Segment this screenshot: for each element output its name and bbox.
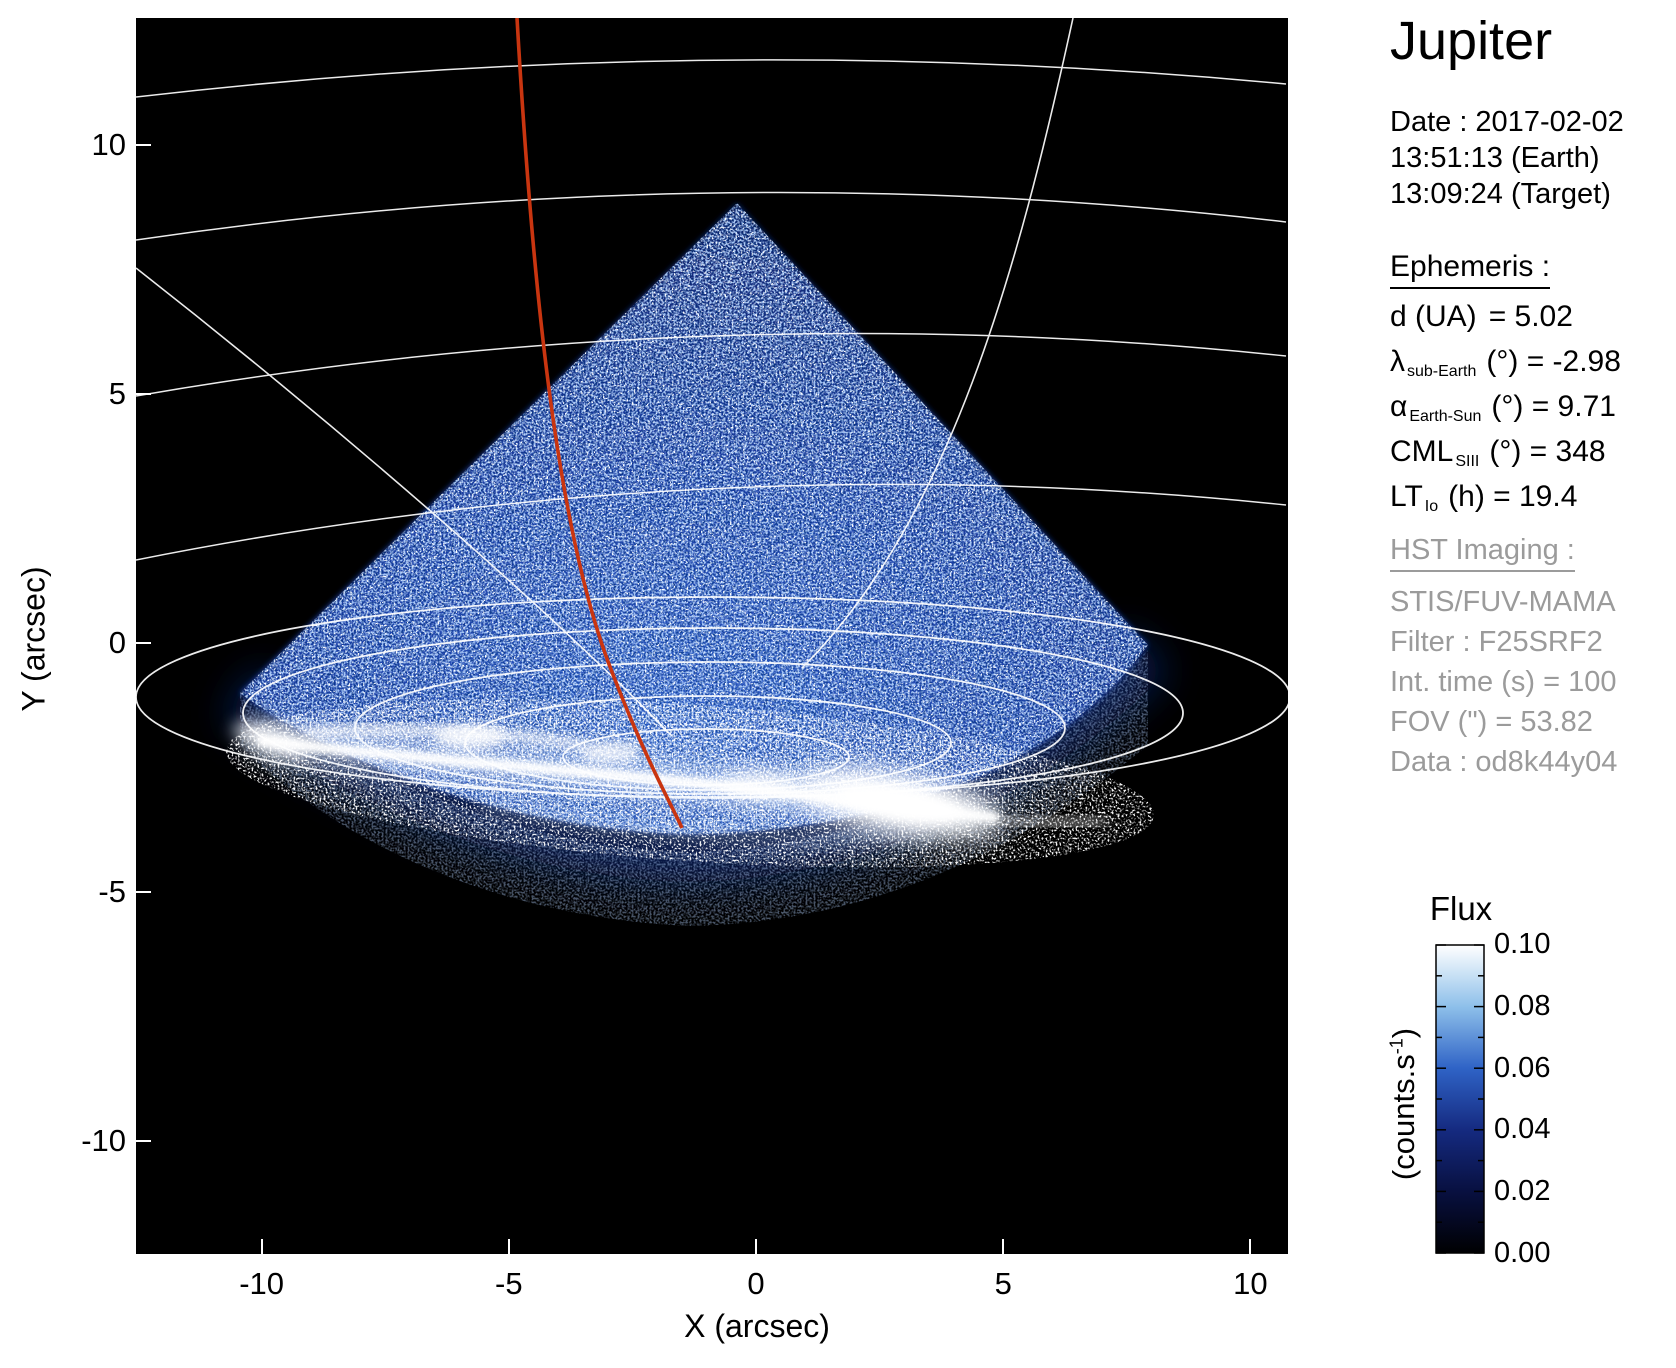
x-axis-title: X (arcsec) — [684, 1308, 830, 1344]
ephemeris-subscript: sub-Earth — [1407, 363, 1477, 380]
hst-imaging-heading: HST Imaging : — [1390, 534, 1575, 572]
ephemeris-row: α Earth-Sun (°) = 9.71 — [1390, 390, 1621, 435]
colorbar-tick-label: 0.04 — [1494, 1113, 1551, 1146]
ephemeris-subscript: Io — [1424, 498, 1439, 515]
y-tick-label: -10 — [81, 1122, 126, 1158]
ephemeris-list: d (UA) = 5.02 λ sub-Earth (°) = -2.98 α … — [1390, 300, 1621, 525]
colorbar-tick-labels: 0.10 0.08 0.06 0.04 0.02 0.00 — [1494, 914, 1624, 1284]
ephemeris-row: λ sub-Earth (°) = -2.98 — [1390, 345, 1621, 390]
ephemeris-symbol: CML — [1390, 435, 1454, 468]
ephemeris-symbol: α — [1390, 390, 1408, 423]
ephemeris-row: CML SIII (°) = 348 — [1390, 435, 1621, 480]
ephemeris-row: d (UA) = 5.02 — [1390, 300, 1621, 345]
x-tick-label: 5 — [994, 1266, 1012, 1301]
ephemeris-symbol: d (UA) — [1390, 300, 1477, 333]
colorbar-unit-label: (counts.s-1) — [1386, 1027, 1421, 1181]
ephemeris-value: (h) = 19.4 — [1448, 480, 1578, 513]
colorbar-tick-label: 0.06 — [1494, 1051, 1551, 1084]
hst-imaging-list: STIS/FUV-MAMA Filter : F25SRF2 Int. time (… — [1390, 582, 1617, 782]
x-tick-label: -10 — [239, 1266, 284, 1301]
observation-datetime: Date : 2017-02-02 13:51:13 (Earth) 13:09… — [1390, 104, 1624, 212]
x-tick-label: 0 — [747, 1266, 765, 1301]
hst-imaging-line: STIS/FUV-MAMA — [1390, 586, 1616, 618]
time-earth-line: 13:51:13 (Earth) — [1390, 142, 1600, 174]
colorbar-tick-label: 0.00 — [1494, 1236, 1551, 1269]
ephemeris-symbol: LT — [1390, 480, 1423, 513]
y-axis-title: Y (arcsec) — [15, 566, 52, 712]
hst-imaging-line: Filter : F25SRF2 — [1390, 626, 1603, 658]
y-tick-label: 10 — [91, 126, 126, 162]
colorbar-tick-label: 0.10 — [1494, 928, 1551, 961]
colorbar-title: Flux — [1429, 890, 1493, 927]
ephemeris-value: (°) = 348 — [1489, 435, 1606, 468]
time-target-line: 13:09:24 (Target) — [1390, 178, 1611, 210]
ephemeris-value: (°) = -2.98 — [1486, 345, 1621, 378]
x-tick-label: 10 — [1233, 1266, 1268, 1301]
ephemeris-subscript: SIII — [1455, 453, 1480, 470]
colorbar-gradient — [1435, 944, 1485, 1254]
ephemeris-row: LT Io (h) = 19.4 — [1390, 480, 1621, 525]
x-axis-tick-labels: -10 -5 0 5 10 — [138, 1266, 1374, 1306]
x-tick-label: -5 — [495, 1266, 523, 1301]
hst-imaging-line: Data : od8k44y04 — [1390, 746, 1618, 778]
y-tick-label: 0 — [108, 624, 126, 660]
date-line: Date : 2017-02-02 — [1390, 106, 1624, 138]
y-tick-label: 5 — [108, 375, 126, 411]
ephemeris-symbol: λ — [1390, 345, 1405, 378]
colorbar — [1435, 944, 1485, 1254]
y-tick-label: -5 — [98, 873, 126, 909]
hst-imaging-line: FOV (") = 53.82 — [1390, 706, 1593, 738]
ephemeris-subscript: Earth-Sun — [1409, 408, 1482, 425]
ephemeris-value: (°) = 9.71 — [1491, 390, 1616, 423]
y-axis-tick-labels: 10 5 0 -5 -10 — [16, 20, 126, 1265]
hst-imaging-line: Int. time (s) = 100 — [1390, 666, 1617, 698]
red-track — [515, 18, 684, 829]
ephemeris-heading: Ephemeris : — [1390, 250, 1551, 289]
ephemeris-value: = 5.02 — [1488, 300, 1573, 333]
axis-tick-marks — [136, 144, 1251, 1254]
colorbar-tick-label: 0.02 — [1494, 1175, 1551, 1208]
colorbar-tick-marks — [1436, 944, 1484, 1254]
colorbar-tick-label: 0.08 — [1494, 990, 1551, 1022]
page-title: Jupiter — [1390, 11, 1553, 71]
